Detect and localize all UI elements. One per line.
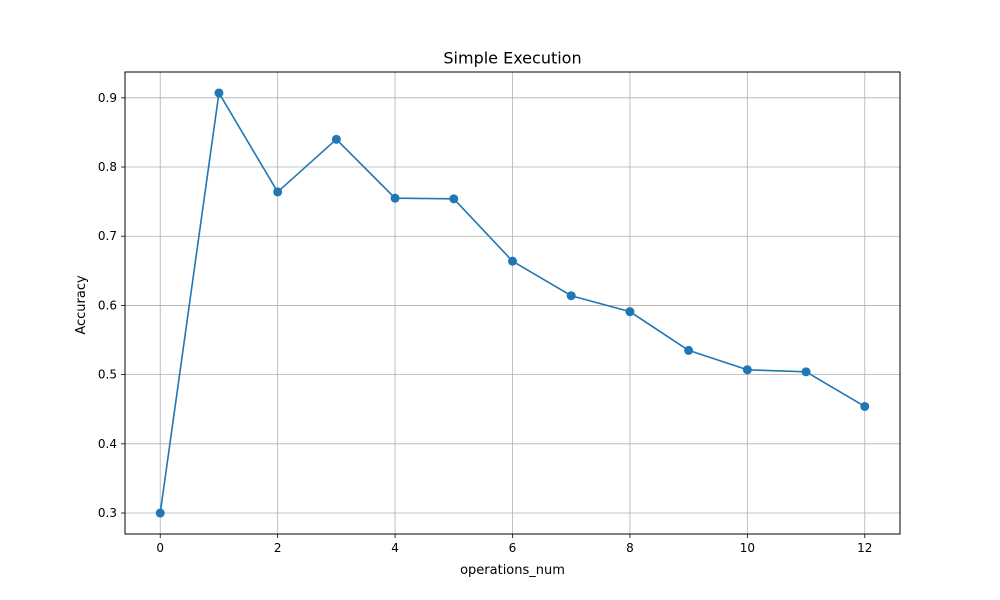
y-tick-label: 0.6	[98, 298, 117, 312]
x-tick-label: 2	[274, 541, 282, 555]
data-point	[801, 367, 811, 377]
x-tick-label: 10	[740, 541, 755, 555]
x-tick-label: 0	[156, 541, 164, 555]
data-point	[508, 256, 517, 266]
data-point	[742, 365, 752, 375]
x-tick-label: 8	[626, 541, 634, 555]
data-point	[331, 134, 341, 144]
data-point	[625, 307, 635, 317]
y-tick-label: 0.8	[98, 160, 117, 174]
y-tick-label: 0.7	[98, 229, 117, 243]
data-point	[273, 187, 283, 197]
x-tick-label: 4	[391, 541, 399, 555]
x-tick-label: 12	[857, 541, 872, 555]
data-point	[566, 291, 576, 301]
data-point	[449, 194, 459, 204]
x-axis-label: operations_num	[460, 563, 565, 578]
data-point	[860, 401, 870, 411]
chart-title: Simple Execution	[443, 49, 581, 68]
y-tick-label: 0.9	[98, 91, 117, 105]
data-point	[155, 508, 165, 518]
data-point	[214, 88, 224, 98]
data-point	[684, 345, 694, 355]
data-point	[390, 193, 400, 203]
x-tick-label: 6	[509, 541, 517, 555]
y-tick-label: 0.3	[98, 506, 117, 520]
y-tick-label: 0.4	[98, 437, 117, 451]
grid-lines	[125, 72, 900, 534]
series-layer	[155, 88, 870, 518]
axis-ticks: 0 2 4 6 8 10 12 0.3 0.4 0.5 0.6 0.7 0.8 0.9	[98, 91, 873, 555]
y-axis-label: Accuracy	[74, 275, 89, 335]
y-tick-label: 0.5	[98, 368, 117, 382]
